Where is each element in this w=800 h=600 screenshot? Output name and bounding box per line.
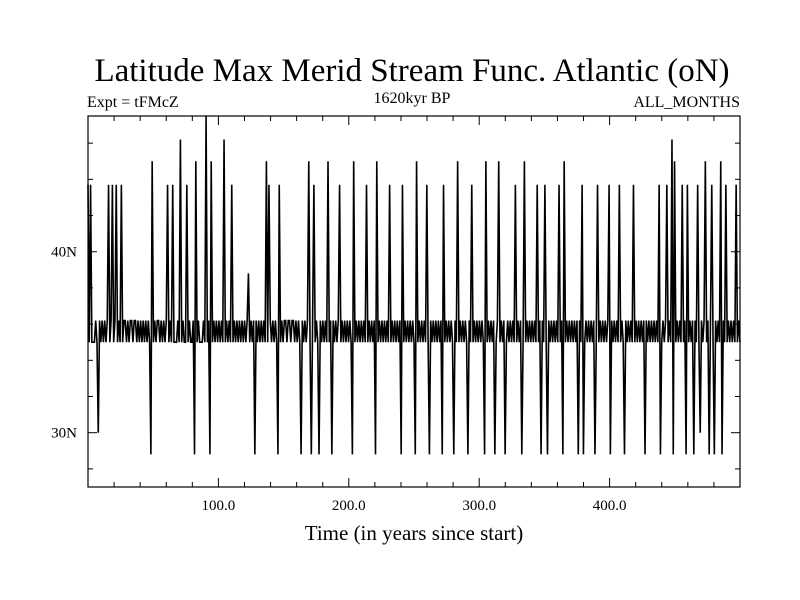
ticks-layer: 100.0 200.0 300.0 400.0 30N 40N [51,116,740,514]
period-label: 1620kyr BP [374,90,451,107]
y-tick-label: 40N [51,245,77,261]
series-layer [87,115,741,455]
experiment-label: Expt = tFMcZ [87,94,179,111]
plot-frame [87,115,741,488]
x-tick-label: 100.0 [202,498,236,514]
x-axis-title: Time (in years since start) [305,521,524,545]
x-tick-label: 300.0 [462,498,496,514]
months-label: ALL_MONTHS [633,94,740,111]
chart-title: Latitude Max Merid Stream Func. Atlantic… [94,53,729,89]
x-tick-label: 400.0 [593,498,627,514]
x-tick-label: 200.0 [332,498,366,514]
series-line [87,115,741,455]
y-tick-label: 30N [51,426,77,442]
